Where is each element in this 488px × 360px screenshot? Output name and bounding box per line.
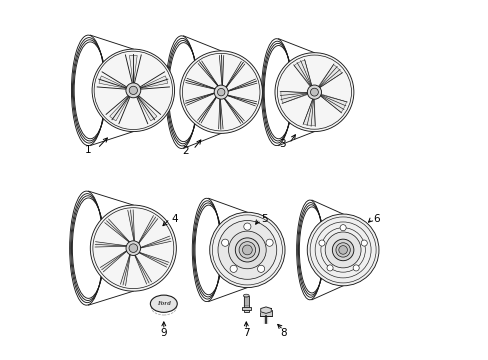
- Ellipse shape: [239, 242, 255, 258]
- Polygon shape: [314, 92, 346, 112]
- Polygon shape: [99, 76, 128, 89]
- Polygon shape: [138, 252, 168, 267]
- Ellipse shape: [129, 86, 137, 94]
- Polygon shape: [242, 307, 250, 310]
- Polygon shape: [109, 94, 130, 121]
- Ellipse shape: [90, 205, 176, 291]
- Ellipse shape: [242, 245, 252, 255]
- Polygon shape: [136, 94, 157, 121]
- Ellipse shape: [229, 265, 237, 273]
- Ellipse shape: [310, 88, 318, 96]
- Ellipse shape: [361, 240, 366, 246]
- Polygon shape: [121, 253, 130, 285]
- Polygon shape: [293, 60, 314, 92]
- Polygon shape: [244, 296, 248, 312]
- Polygon shape: [105, 220, 130, 243]
- Ellipse shape: [243, 294, 249, 297]
- Ellipse shape: [306, 214, 378, 286]
- Polygon shape: [260, 307, 271, 314]
- Ellipse shape: [126, 241, 141, 256]
- Text: 6: 6: [372, 215, 379, 224]
- Ellipse shape: [180, 51, 262, 134]
- Polygon shape: [128, 211, 134, 242]
- Polygon shape: [134, 254, 151, 283]
- Text: 4: 4: [171, 215, 178, 224]
- Ellipse shape: [221, 239, 228, 246]
- Ellipse shape: [92, 49, 174, 132]
- Ellipse shape: [235, 238, 259, 262]
- Polygon shape: [314, 64, 341, 92]
- Ellipse shape: [129, 244, 137, 252]
- Ellipse shape: [339, 225, 346, 231]
- Ellipse shape: [352, 265, 359, 271]
- Ellipse shape: [274, 53, 353, 132]
- Ellipse shape: [265, 239, 273, 246]
- Ellipse shape: [244, 223, 250, 230]
- Text: Ford: Ford: [157, 301, 170, 306]
- Ellipse shape: [332, 239, 353, 261]
- Text: 7: 7: [243, 328, 249, 338]
- Polygon shape: [129, 55, 137, 85]
- Polygon shape: [280, 91, 314, 103]
- Ellipse shape: [150, 295, 177, 312]
- Ellipse shape: [214, 85, 228, 99]
- Ellipse shape: [125, 83, 141, 98]
- Ellipse shape: [335, 243, 349, 257]
- Text: 2: 2: [182, 145, 188, 156]
- Ellipse shape: [218, 221, 276, 279]
- Polygon shape: [101, 250, 127, 271]
- Polygon shape: [138, 76, 167, 89]
- Ellipse shape: [338, 246, 346, 254]
- Ellipse shape: [326, 265, 332, 271]
- Ellipse shape: [228, 231, 265, 269]
- Polygon shape: [138, 216, 157, 244]
- Ellipse shape: [257, 265, 264, 273]
- Ellipse shape: [318, 240, 325, 246]
- Ellipse shape: [325, 232, 360, 268]
- Text: 8: 8: [280, 328, 286, 338]
- Text: 3: 3: [278, 139, 285, 149]
- Polygon shape: [303, 92, 315, 126]
- Text: 5: 5: [261, 215, 267, 224]
- Text: 1: 1: [85, 144, 92, 154]
- Ellipse shape: [217, 89, 224, 96]
- Text: 9: 9: [160, 328, 167, 338]
- Polygon shape: [260, 310, 271, 316]
- Ellipse shape: [209, 212, 285, 288]
- Polygon shape: [139, 237, 170, 248]
- Ellipse shape: [306, 85, 321, 99]
- Polygon shape: [96, 242, 127, 247]
